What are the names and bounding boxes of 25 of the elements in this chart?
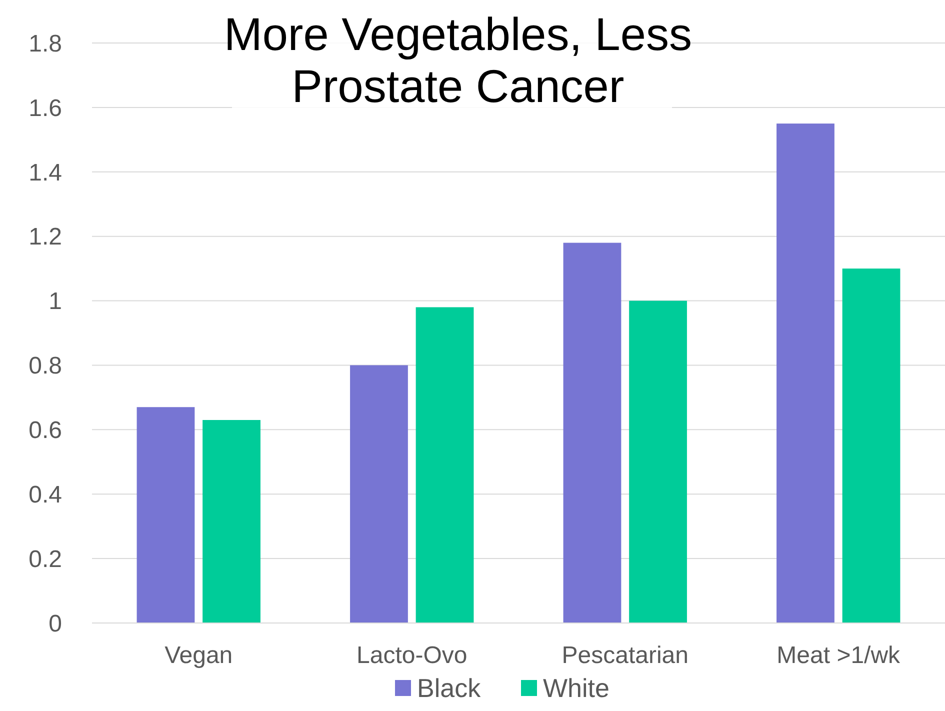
y-tick-label: 1.4: [28, 159, 62, 186]
chart-title: More Vegetables, Less Prostate Cancer: [224, 8, 692, 112]
y-tick-label: 0.6: [28, 417, 62, 444]
bar: [202, 420, 260, 623]
y-tick-label: 1.2: [28, 224, 62, 251]
x-tick-label: Lacto-Ovo: [356, 642, 468, 669]
y-tick-label: 0.4: [28, 482, 62, 509]
y-tick-label: 0.8: [28, 352, 62, 380]
y-tick-label: 0.2: [28, 546, 62, 573]
x-tick-label: Pescatarian: [562, 642, 688, 669]
y-tick-label: 0: [48, 610, 62, 638]
bar: [629, 300, 687, 623]
legend-label: White: [543, 673, 610, 703]
legend-label: Black: [417, 673, 482, 703]
x-tick-label: Vegan: [164, 642, 233, 669]
bar: [776, 124, 834, 623]
x-tick-label: Meat >1/wk: [776, 642, 902, 669]
y-tick-label: 1.8: [28, 30, 62, 58]
bar: [350, 365, 408, 623]
y-tick-label: 1: [48, 288, 62, 316]
bar: [136, 407, 195, 623]
bar: [842, 268, 900, 623]
y-tick-label: 1.6: [28, 94, 62, 122]
bar: [563, 242, 622, 623]
bar: [416, 307, 474, 623]
